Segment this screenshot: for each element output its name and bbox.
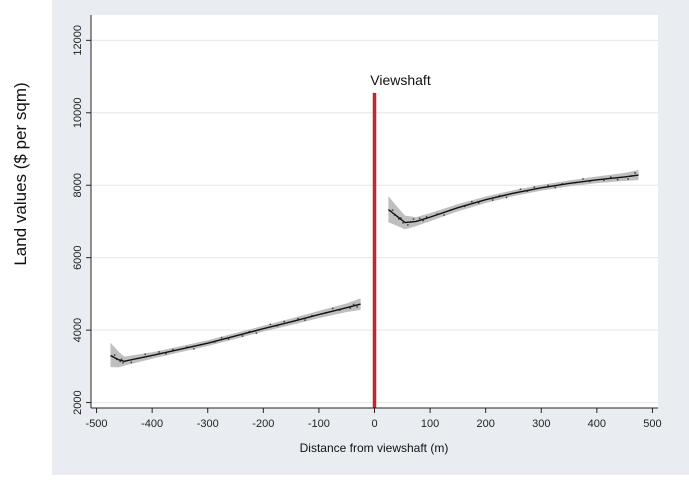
y-tick-label: 6000 bbox=[72, 245, 84, 269]
data-point-left bbox=[283, 320, 286, 323]
x-tick-label: -300 bbox=[197, 418, 219, 430]
data-point-left bbox=[192, 347, 195, 350]
data-point-right bbox=[519, 188, 522, 191]
y-tick-label: 8000 bbox=[72, 173, 84, 197]
data-point-right bbox=[547, 184, 550, 187]
data-point-right bbox=[443, 214, 445, 216]
data-point-right bbox=[533, 186, 536, 189]
x-tick-label: 100 bbox=[421, 418, 439, 430]
data-point-right bbox=[391, 209, 394, 212]
data-point-left bbox=[269, 323, 272, 326]
fit-lines bbox=[110, 174, 639, 362]
data-point-left bbox=[122, 361, 124, 364]
data-point-left bbox=[227, 338, 230, 340]
data-point-left bbox=[130, 361, 133, 364]
data-point-left bbox=[356, 306, 359, 308]
x-tick-label: 500 bbox=[643, 418, 661, 430]
data-point-right bbox=[406, 223, 409, 226]
data-point-left bbox=[120, 358, 123, 361]
data-point-right bbox=[582, 178, 584, 180]
fit-line-left bbox=[110, 303, 361, 362]
data-point-right bbox=[470, 200, 473, 203]
x-tick-label: -500 bbox=[86, 418, 108, 430]
fit-line-right bbox=[387, 174, 639, 224]
data-point-right bbox=[634, 172, 636, 174]
x-tick-label: 400 bbox=[588, 418, 606, 430]
data-point-left bbox=[255, 332, 258, 334]
y-axis-ticks: 2000 4000 6000 8000 10000 12000 bbox=[72, 25, 91, 415]
y-tick-label: 4000 bbox=[72, 318, 84, 342]
x-tick-label: 300 bbox=[532, 418, 550, 430]
confidence-band-right bbox=[388, 170, 639, 230]
data-point-right bbox=[609, 176, 612, 178]
data-point-left bbox=[113, 354, 116, 356]
data-point-right bbox=[627, 178, 630, 180]
data-point-left bbox=[304, 319, 306, 322]
x-tick-label: -400 bbox=[141, 418, 163, 430]
viewshaft-label: Viewshaft bbox=[370, 72, 431, 88]
data-point-right bbox=[402, 221, 404, 224]
y-axis-label: Land values ($ per sqm) bbox=[11, 82, 30, 265]
y-tick-label: 12000 bbox=[72, 25, 84, 56]
x-tick-label: -100 bbox=[308, 418, 330, 430]
data-point-right bbox=[412, 218, 415, 221]
data-point-right bbox=[602, 179, 605, 182]
data-point-left bbox=[331, 307, 334, 310]
data-point-left bbox=[352, 303, 355, 306]
data-point-right bbox=[491, 199, 494, 201]
data-point-left bbox=[158, 351, 161, 353]
data-point-left bbox=[172, 348, 174, 351]
data-point-right bbox=[616, 178, 619, 181]
x-tick-label: 200 bbox=[476, 418, 494, 430]
data-point-left bbox=[165, 352, 167, 355]
data-point-left bbox=[349, 307, 352, 309]
scatter-points bbox=[111, 172, 636, 364]
y-tick-label: 10000 bbox=[72, 98, 84, 129]
data-point-right bbox=[554, 186, 557, 189]
x-tick-label: 0 bbox=[371, 418, 377, 430]
data-point-left bbox=[241, 335, 244, 337]
data-point-left bbox=[119, 360, 122, 363]
data-point-left bbox=[297, 317, 299, 320]
x-tick-label: -200 bbox=[252, 418, 274, 430]
x-axis-label: Distance from viewshaft (m) bbox=[300, 441, 449, 455]
data-point-right bbox=[505, 196, 508, 199]
y-tick-label: 2000 bbox=[72, 390, 84, 414]
data-point-left bbox=[144, 353, 147, 356]
data-point-right bbox=[418, 217, 421, 220]
data-point-left bbox=[220, 336, 223, 339]
x-axis-ticks: -500 -400 -300 -200 -100 0 100 200 300 400 500 bbox=[86, 408, 662, 430]
